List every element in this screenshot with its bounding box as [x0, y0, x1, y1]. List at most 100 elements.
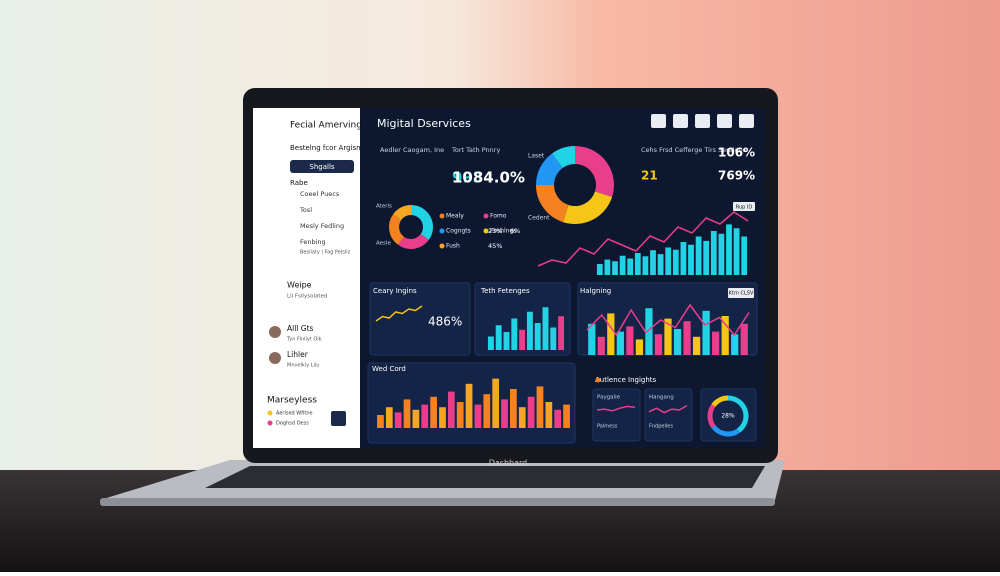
dashboard-title: Migital Dservices	[377, 117, 471, 130]
laptop-edge	[100, 498, 775, 506]
button[interactable]	[290, 160, 354, 173]
sidebar-title: Fecial Amerving	[290, 121, 362, 131]
bar	[483, 394, 491, 428]
bar	[680, 242, 687, 275]
legend-value: 23%	[488, 227, 502, 235]
bar	[377, 415, 384, 428]
section-title: Weipe	[287, 281, 312, 290]
kpi-label: Aedler Caogam, Ine	[380, 146, 444, 154]
bar	[740, 323, 748, 355]
bar	[503, 332, 510, 350]
panel	[644, 388, 693, 442]
bar	[542, 307, 549, 350]
badge	[728, 288, 754, 298]
kpi-value: 1084.0%	[452, 169, 525, 187]
bar	[558, 316, 565, 350]
bar	[718, 233, 725, 275]
button[interactable]	[331, 411, 346, 426]
donut-segment	[727, 395, 749, 433]
person-sub: Mnvelkiy Liiu	[287, 363, 319, 369]
bar	[645, 308, 653, 355]
nav-item[interactable]: Coeel Puecs	[300, 190, 340, 198]
donut-segment	[389, 214, 405, 245]
bar	[447, 391, 455, 428]
bar	[495, 325, 502, 350]
badge	[733, 202, 755, 211]
bar	[563, 404, 570, 428]
bar	[626, 326, 634, 355]
bar	[550, 327, 557, 350]
card-title: Hangang	[649, 395, 674, 401]
line	[648, 404, 688, 414]
line	[537, 211, 749, 267]
bar	[710, 231, 717, 275]
donut-segment	[398, 233, 429, 249]
toolbar-icon[interactable]	[673, 114, 688, 128]
avatar	[269, 326, 281, 338]
nav-item[interactable]: Tosl	[299, 206, 312, 214]
bar	[607, 313, 615, 355]
legend-label: Fush	[446, 243, 460, 250]
bar	[487, 336, 494, 350]
donut-label: 28%	[721, 413, 735, 420]
bar	[634, 253, 641, 275]
badge-label: Ktrn CLSV	[729, 291, 754, 297]
nav-sub: Besliaty | Fag Pelsliz	[300, 250, 351, 256]
kpi-value: 21	[641, 169, 658, 183]
button-label[interactable]: Shgalls	[309, 163, 335, 171]
avatar	[269, 352, 281, 364]
chart-label: Aesle	[376, 241, 391, 247]
bar	[619, 255, 626, 275]
brand: Dashbard	[489, 459, 528, 468]
chart-label: Cedent	[528, 215, 550, 222]
legend-dot	[267, 420, 273, 426]
toolbar-icon[interactable]	[695, 114, 710, 128]
donut-segment	[393, 205, 412, 221]
card-sub: Palmess	[597, 424, 618, 430]
bar	[465, 383, 473, 428]
bar	[501, 399, 508, 428]
panel	[369, 282, 471, 356]
bar	[439, 407, 446, 428]
legend-label: Mealy	[446, 213, 464, 220]
toolbar-icon[interactable]	[739, 114, 754, 128]
nav-item[interactable]: Fenbing	[300, 238, 326, 246]
line	[586, 303, 750, 337]
bar	[721, 316, 729, 355]
bar	[511, 318, 518, 350]
panel	[592, 388, 641, 442]
kpi-label: Cehs Frsd Cefferge Tirs	[641, 146, 717, 154]
donut-segment	[536, 153, 564, 186]
bar	[604, 259, 611, 275]
bar	[597, 336, 605, 355]
panel-value: 486%	[428, 315, 462, 329]
nav-item[interactable]: Mesly Fedling	[300, 222, 344, 230]
panel-title: Ceary Ingins	[373, 287, 417, 295]
kpi-value: 106%	[718, 146, 755, 160]
bar	[741, 236, 748, 275]
bar	[554, 409, 562, 428]
bar	[673, 329, 682, 355]
bar	[385, 407, 393, 428]
donut-segment	[711, 424, 741, 437]
person-sub: Tyn Finliyt Oik	[286, 337, 322, 343]
bar	[492, 378, 500, 428]
bar	[635, 339, 644, 355]
panel-title: Autlence Ingights	[595, 376, 657, 384]
legend-dot	[439, 213, 445, 219]
chart-label: Aterls	[376, 204, 392, 210]
bar	[726, 224, 732, 275]
bar	[627, 258, 634, 275]
bar	[695, 236, 702, 275]
bar	[650, 250, 656, 275]
bar	[612, 261, 618, 275]
bar	[456, 402, 464, 428]
toolbar-icon[interactable]	[717, 114, 732, 128]
legend-label: Aerlsed Wfitne	[276, 411, 313, 417]
bar	[430, 396, 437, 428]
legend-label: Fomo	[490, 213, 507, 220]
bar	[403, 399, 411, 428]
toolbar-icon[interactable]	[651, 114, 666, 128]
bar	[526, 311, 533, 350]
